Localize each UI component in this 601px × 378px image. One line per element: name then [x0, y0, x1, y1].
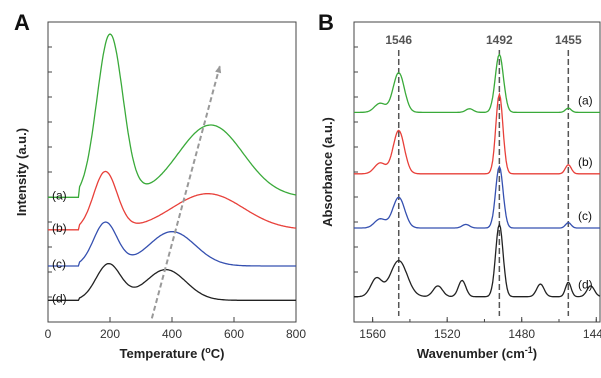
peak-label-1492: 1492 — [486, 33, 513, 47]
series-label-c: (c) — [578, 209, 592, 223]
y-axis-title: Absorbance (a.u.) — [320, 117, 335, 227]
series-line-a — [48, 33, 297, 198]
trend-arrow — [150, 65, 222, 319]
x-tick-label: 1440 — [583, 327, 601, 341]
series-label-b: (b) — [578, 155, 593, 169]
series-label-d: (d) — [578, 278, 593, 292]
x-tick-label: 200 — [100, 327, 120, 341]
series-label-c: (c) — [52, 257, 66, 271]
x-axis-title: Wavenumber (cm-1) — [417, 345, 537, 361]
series-label-a: (a) — [578, 93, 593, 107]
x-tick-label: 1560 — [359, 327, 386, 341]
peak-label-1546: 1546 — [385, 33, 412, 47]
y-axis-title: Intensity (a.u.) — [14, 128, 29, 216]
peak-label-1455: 1455 — [555, 33, 582, 47]
x-tick-label: 800 — [286, 327, 306, 341]
panel-a: A 0 200 400 600 800 Temperature (oC) Intensity … — [14, 10, 306, 361]
series-line-c — [354, 164, 600, 229]
series-line-c — [48, 221, 296, 267]
series-line-d — [48, 262, 296, 301]
panel-letter-b: B — [318, 10, 334, 35]
x-tick-label: 400 — [162, 327, 182, 341]
x-tick-label: 1480 — [508, 327, 535, 341]
trend-arrow-head — [215, 65, 222, 74]
x-axis-title: Temperature (oC) — [120, 345, 225, 361]
series-line-b — [48, 170, 297, 231]
series-label-b: (b) — [52, 221, 67, 235]
panel-b: B 1560 1520 1480 1440 Wavenumber (cm-1) Absorb… — [318, 10, 601, 361]
panel-letter-a: A — [14, 10, 30, 35]
series-line-b — [354, 92, 600, 175]
x-tick-label: 0 — [45, 327, 52, 341]
x-tick-label: 600 — [224, 327, 244, 341]
series-label-d: (d) — [52, 291, 67, 305]
series-label-a: (a) — [52, 188, 67, 202]
x-tick-label: 1520 — [434, 327, 461, 341]
series-line-a — [354, 53, 600, 114]
series-line-d — [354, 222, 601, 298]
